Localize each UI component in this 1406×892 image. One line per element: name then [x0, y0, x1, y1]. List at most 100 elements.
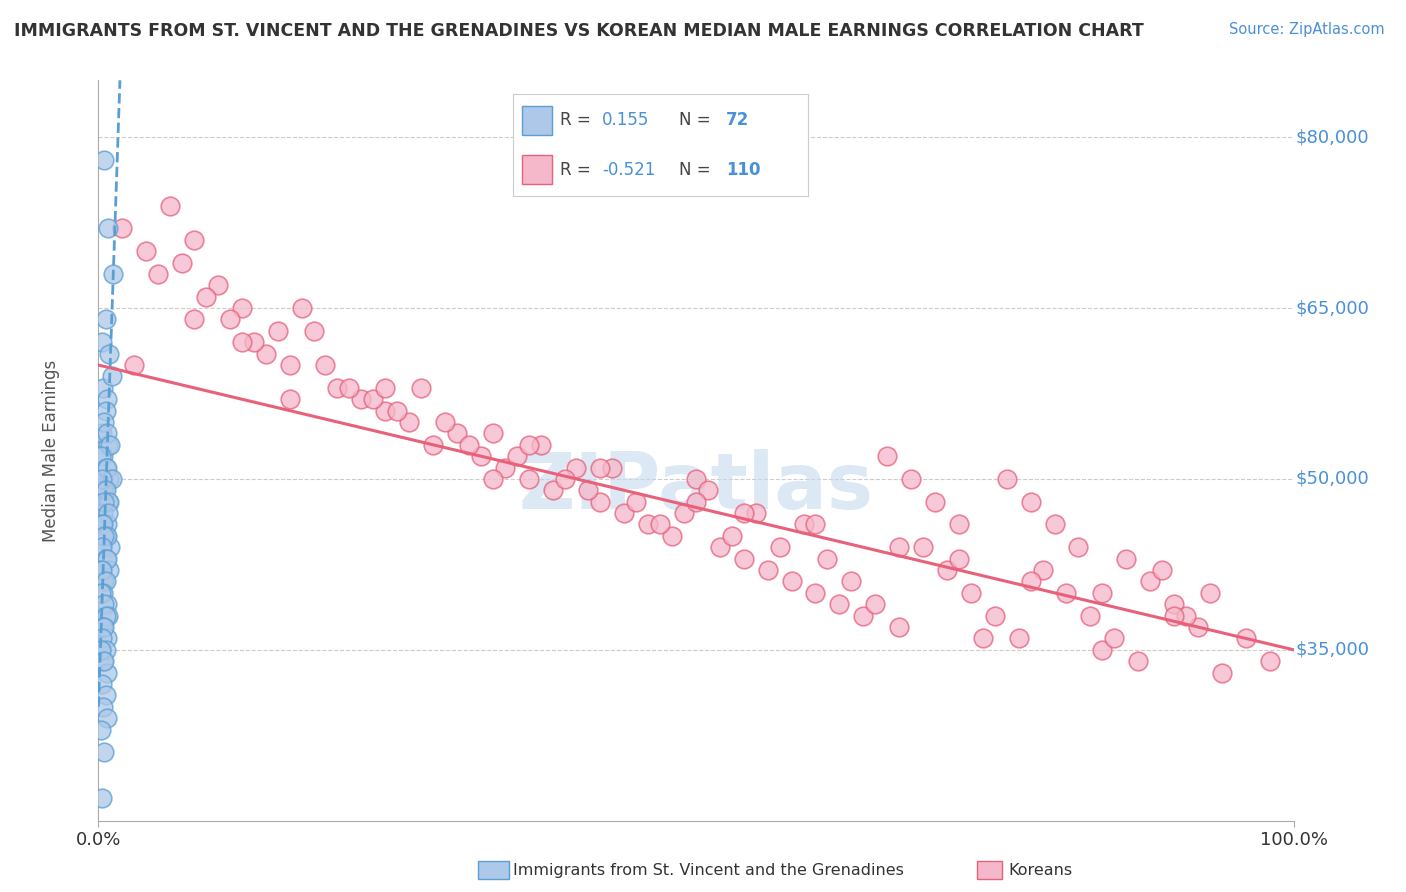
Point: [91, 506, 114, 520]
Point: [1163, 608, 1185, 623]
Point: [1104, 632, 1126, 646]
Text: $35,000: $35,000: [1296, 640, 1369, 659]
Point: [183, 312, 205, 326]
Point: [90, 642, 112, 657]
Point: [98, 438, 122, 452]
Point: [100, 369, 122, 384]
Point: [93, 620, 115, 634]
Point: [96, 597, 118, 611]
Point: [94, 574, 117, 589]
Point: [302, 324, 325, 338]
Point: [91, 381, 114, 395]
Point: [793, 517, 815, 532]
Point: [1211, 665, 1233, 680]
Point: [90, 586, 112, 600]
Point: [243, 335, 266, 350]
Point: [231, 301, 253, 315]
Point: [90, 642, 112, 657]
Point: [97, 221, 120, 235]
Point: [637, 517, 659, 532]
Point: [685, 494, 707, 508]
Point: [865, 597, 887, 611]
Point: [93, 415, 115, 429]
Point: [93, 654, 115, 668]
Text: -0.521: -0.521: [602, 161, 655, 178]
Point: [94, 529, 117, 543]
Bar: [522, 155, 551, 184]
Point: [111, 221, 134, 235]
Point: [385, 403, 409, 417]
Point: [661, 529, 683, 543]
Point: [578, 483, 600, 498]
Point: [398, 415, 420, 429]
Point: [685, 472, 707, 486]
Point: [924, 494, 946, 508]
Point: [90, 723, 112, 737]
Point: [422, 438, 444, 452]
Point: [984, 608, 1007, 623]
Point: [470, 449, 492, 463]
Text: $50,000: $50,000: [1296, 470, 1369, 488]
Point: [889, 541, 911, 555]
Point: [91, 483, 114, 498]
Point: [93, 745, 115, 759]
Point: [756, 563, 779, 577]
Text: ZIPatlas: ZIPatlas: [519, 450, 873, 525]
Point: [91, 517, 114, 532]
Text: $65,000: $65,000: [1296, 299, 1369, 317]
Point: [148, 267, 170, 281]
Point: [96, 711, 118, 725]
Point: [97, 438, 120, 452]
Text: 72: 72: [725, 112, 749, 129]
Point: [278, 358, 301, 372]
Point: [93, 529, 115, 543]
Point: [530, 438, 553, 452]
Point: [94, 551, 117, 566]
Point: [91, 426, 114, 441]
Text: R =: R =: [561, 112, 596, 129]
Point: [411, 381, 433, 395]
Point: [673, 506, 696, 520]
Point: [1067, 541, 1090, 555]
Point: [876, 449, 898, 463]
Point: [135, 244, 157, 259]
Point: [517, 438, 540, 452]
Point: [1008, 632, 1031, 646]
Point: [91, 449, 114, 463]
Point: [1199, 586, 1222, 600]
Text: IMMIGRANTS FROM ST. VINCENT AND THE GRENADINES VS KOREAN MEDIAN MALE EARNINGS CO: IMMIGRANTS FROM ST. VINCENT AND THE GREN…: [14, 22, 1144, 40]
Point: [98, 494, 121, 508]
Point: [90, 563, 112, 577]
Point: [1115, 551, 1137, 566]
Point: [91, 620, 114, 634]
Point: [100, 472, 122, 486]
Point: [315, 358, 337, 372]
Point: [709, 541, 731, 555]
Point: [1056, 586, 1078, 600]
Point: [91, 586, 114, 600]
Point: [1152, 563, 1174, 577]
Point: [733, 506, 755, 520]
Point: [350, 392, 373, 407]
Point: [374, 381, 396, 395]
Point: [91, 654, 114, 668]
Point: [494, 460, 516, 475]
Point: [183, 233, 205, 247]
Point: [96, 392, 118, 407]
Point: [1128, 654, 1150, 668]
Point: [374, 403, 396, 417]
Point: [1091, 586, 1114, 600]
Point: [96, 665, 118, 680]
Point: [1080, 608, 1102, 623]
Point: [648, 517, 672, 532]
Point: [90, 449, 112, 463]
Point: [90, 541, 112, 555]
Point: [94, 642, 117, 657]
Point: [91, 517, 114, 532]
Text: $80,000: $80,000: [1296, 128, 1369, 146]
Point: [589, 494, 612, 508]
Point: [96, 632, 118, 646]
Point: [1043, 517, 1066, 532]
Point: [96, 426, 118, 441]
Point: [94, 608, 117, 623]
